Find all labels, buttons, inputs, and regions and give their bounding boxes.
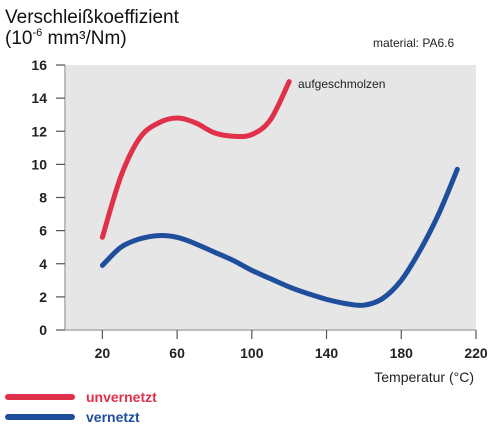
y-tick-label: 4: [39, 256, 47, 272]
x-tick-label: 140: [315, 345, 339, 361]
y-tick-label: 14: [31, 90, 47, 106]
chart-title: Verschleißkoeffizient: [5, 7, 180, 28]
unit-exponent: -6: [32, 27, 42, 39]
material-note: material: PA6.6: [373, 36, 454, 50]
series-line-vernetzt: [99, 166, 460, 308]
chart-unit-label: (10-6 mm³/Nm): [5, 27, 127, 49]
series-line-unvernetzt: [99, 79, 292, 240]
x-axis-label: Temperatur (°C): [374, 369, 474, 385]
series-lines: [99, 79, 460, 308]
unit-suffix: mm³/Nm): [42, 28, 126, 49]
x-tick-label: 60: [169, 345, 185, 361]
legend-label-vernetzt: vernetzt: [86, 409, 140, 425]
x-tick-label: 100: [240, 345, 264, 361]
x-tick-label: 220: [464, 345, 488, 361]
y-tick-label: 0: [39, 322, 47, 338]
legend-label-unvernetzt: unvernetzt: [86, 389, 157, 405]
y-tick-label: 6: [39, 223, 47, 239]
y-tick-label: 2: [39, 289, 47, 305]
unit-prefix: (10: [5, 28, 32, 49]
y-tick-label: 16: [31, 57, 47, 73]
x-tick-label: 20: [95, 345, 111, 361]
x-tick-label: 180: [390, 345, 414, 361]
y-tick-label: 12: [31, 123, 47, 139]
x-axis-ticks: 20 60 100 140 180 220: [95, 330, 488, 361]
plot-area: [65, 65, 476, 330]
legend: unvernetzt vernetzt: [5, 389, 157, 425]
y-axis-ticks: 0 2 4 6 8 10 12 14 16: [31, 57, 65, 338]
annotation-melted: aufgeschmolzen: [298, 77, 385, 91]
y-tick-label: 10: [31, 156, 47, 172]
y-tick-label: 8: [39, 190, 47, 206]
